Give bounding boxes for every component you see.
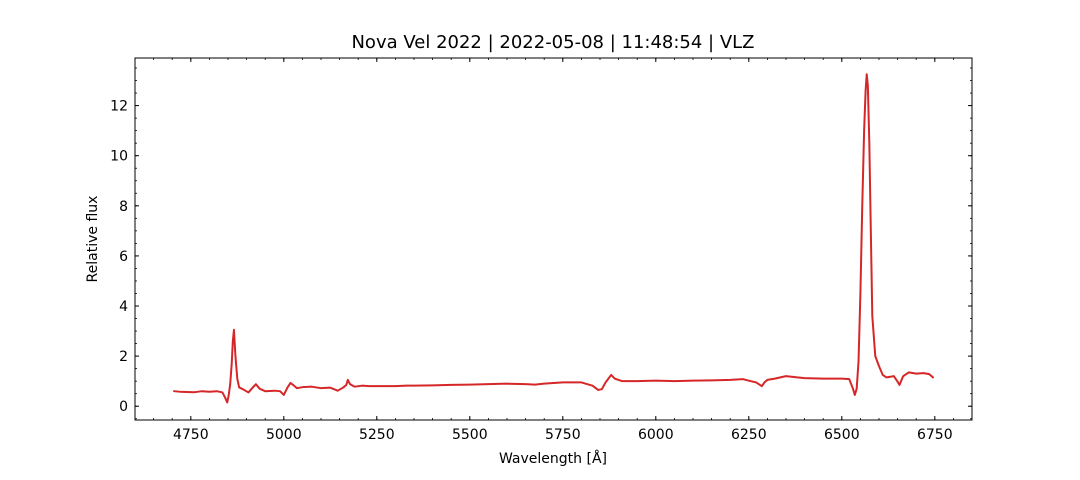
x-tick-label: 6250 <box>731 427 767 443</box>
plot-frame <box>134 57 973 421</box>
chart-title: Nova Vel 2022 | 2022-05-08 | 11:48:54 | … <box>351 32 754 53</box>
y-tick-label: 6 <box>119 249 128 265</box>
x-tick-label: 5000 <box>266 427 302 443</box>
y-tick-label: 10 <box>110 149 128 165</box>
x-tick-label: 6000 <box>638 427 674 443</box>
x-tick-label: 5750 <box>545 427 581 443</box>
y-axis-title: Relative flux <box>85 196 101 283</box>
x-tick-label: 5500 <box>452 427 488 443</box>
plot-area <box>134 57 973 421</box>
x-tick-label: 5250 <box>359 427 395 443</box>
axis-ticks: 4750 5000 5250 5500 5750 6000 6250 6500 6750 0 2 4 6… <box>110 58 973 443</box>
x-axis-title: Wavelength [Å] <box>499 450 607 467</box>
spectrum-line-0 <box>173 73 934 404</box>
y-tick-label: 8 <box>119 199 128 215</box>
y-tick-label: 0 <box>119 399 128 415</box>
x-tick-label: 6500 <box>824 427 860 443</box>
y-tick-label: 12 <box>110 99 128 115</box>
x-tick-label: 6750 <box>917 427 953 443</box>
x-tick-label: 4750 <box>173 427 209 443</box>
series-layer <box>173 73 934 404</box>
y-tick-label: 4 <box>119 299 128 315</box>
y-tick-label: 2 <box>119 349 128 365</box>
